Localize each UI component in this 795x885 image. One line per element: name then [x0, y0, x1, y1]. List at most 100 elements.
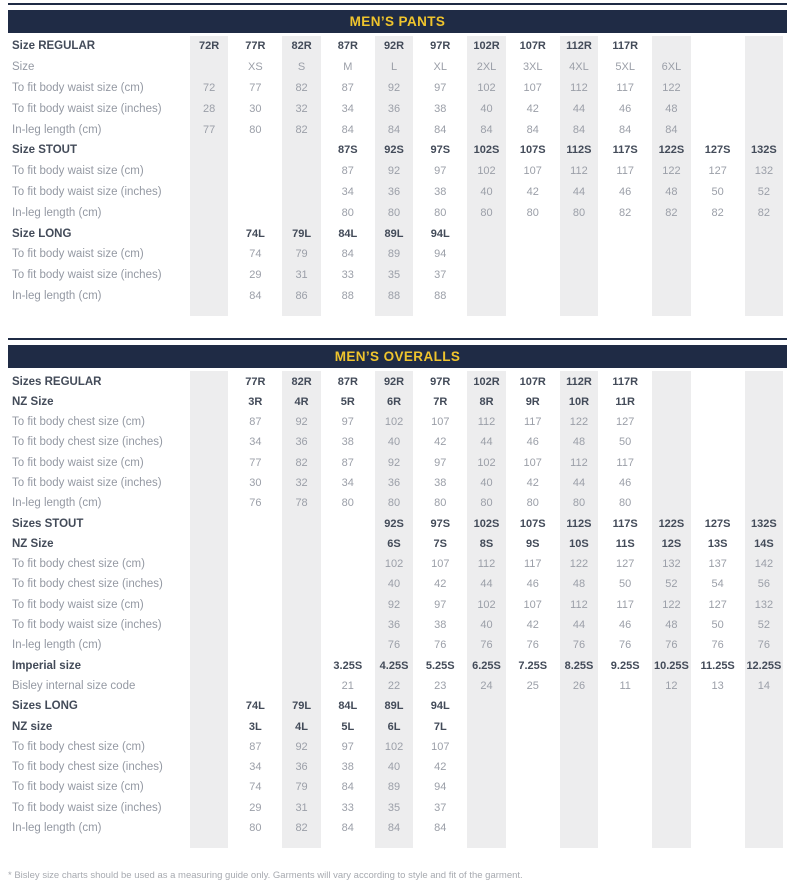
size-header-cell: 112S — [555, 513, 603, 534]
size-header-cell — [740, 696, 787, 717]
size-value-cell: 84 — [341, 822, 354, 835]
size-header-cell — [278, 655, 325, 676]
size-value-cell: 21 — [341, 679, 354, 692]
table-title-bar: MEN’S PANTS — [8, 10, 787, 33]
size-header-cell: 92R — [370, 371, 418, 392]
size-value-cell: 29 — [249, 801, 262, 814]
size-value-cell — [648, 432, 695, 453]
size-value-cell — [186, 202, 233, 224]
size-value-cell — [555, 757, 603, 778]
size-value-cell: 48 — [648, 181, 695, 203]
size-header-cell: 5R — [340, 395, 355, 408]
size-header-cell — [648, 36, 695, 57]
size-value-cell: 127 — [616, 558, 635, 571]
table-top-rule — [8, 3, 787, 5]
size-value-cell — [648, 777, 695, 798]
size-value-cell: 46 — [619, 185, 632, 198]
size-value-cell — [740, 119, 787, 140]
size-value-cell: 80 — [463, 202, 510, 224]
size-value-cell — [602, 286, 648, 307]
size-value-cell: 33 — [341, 801, 354, 814]
size-value-cell: 76 — [249, 497, 262, 510]
size-header-cell: 87S — [338, 144, 358, 157]
size-value-cell: 112 — [555, 594, 603, 615]
size-value-cell: 84 — [526, 123, 539, 136]
table-row: Size STOUT 87S 92S 97S 102S 107S 112S 117S 122S 1… — [8, 139, 787, 161]
size-header-cell — [740, 223, 787, 244]
table-row: NZ size 3L 4L 5L 6L 7L — [8, 716, 787, 737]
size-value-cell — [463, 817, 510, 839]
size-value-cell — [232, 676, 278, 696]
table-row: In-leg length (cm) 84 86 88 88 88 — [8, 285, 787, 307]
size-value-cell — [695, 98, 741, 119]
size-header-cell — [186, 223, 233, 244]
table-top-rule — [8, 338, 787, 341]
size-header-cell — [648, 223, 695, 244]
size-value-cell — [555, 285, 603, 307]
size-value-cell: 30 — [249, 102, 262, 115]
stripe-spacer-cell — [278, 306, 325, 317]
stripe-spacer-cell — [232, 838, 278, 848]
row-label: To fit body chest size (cm) — [12, 558, 145, 571]
size-value-cell: 84 — [370, 119, 418, 140]
size-header-cell — [232, 534, 278, 554]
size-header-cell — [510, 223, 556, 244]
size-value-cell — [740, 797, 787, 818]
size-value-cell: 89 — [370, 777, 418, 798]
size-value-cell — [510, 286, 556, 307]
size-value-cell — [740, 817, 787, 839]
row-label: To fit body waist size (inches) — [12, 185, 162, 198]
size-value-cell: 80 — [434, 206, 447, 219]
size-value-cell: 122 — [648, 160, 695, 182]
size-value-cell — [186, 181, 233, 203]
size-header-cell — [325, 534, 371, 554]
size-header-cell — [463, 716, 510, 737]
row-label: Sizes REGULAR — [12, 375, 102, 388]
size-value-cell: 88 — [434, 289, 447, 302]
size-value-cell — [555, 817, 603, 839]
size-value-cell: 42 — [434, 436, 447, 449]
size-value-cell — [648, 797, 695, 818]
size-value-cell: 82 — [278, 77, 325, 99]
size-value-cell — [186, 675, 233, 697]
mens-overalls-table: MEN’S OVERALLS Sizes REGULAR 77R 82R 87R 92R 9… — [8, 338, 787, 849]
size-value-cell: 24 — [463, 675, 510, 697]
size-value-cell: 94 — [434, 781, 447, 794]
size-header-cell — [602, 223, 648, 244]
size-value-cell: 76 — [463, 635, 510, 656]
table-row: Bisley internal size code 21 22 23 24 25 26 11 1… — [8, 675, 787, 697]
size-value-cell: 33 — [341, 269, 354, 282]
table-title: MEN’S PANTS — [349, 14, 446, 29]
size-value-cell: 38 — [434, 619, 447, 632]
size-value-cell — [602, 265, 648, 286]
size-value-cell: 97 — [434, 598, 447, 611]
size-value-cell: 42 — [526, 102, 539, 115]
size-value-cell: 34 — [341, 185, 354, 198]
size-value-cell: 6XL — [648, 56, 695, 78]
size-value-cell — [186, 56, 233, 78]
size-value-cell — [510, 244, 556, 265]
size-value-cell — [278, 635, 325, 656]
size-value-cell — [510, 757, 556, 777]
size-value-cell: 92 — [278, 411, 325, 433]
size-header-cell: 74L — [245, 700, 265, 713]
size-header-cell: 10R — [555, 391, 603, 412]
size-value-cell: 31 — [278, 797, 325, 818]
size-value-cell — [740, 98, 787, 120]
size-value-cell — [740, 432, 787, 453]
size-value-cell — [186, 411, 233, 433]
table-row: To fit body waist size (inches) 36 38 40 42 4… — [8, 614, 787, 636]
size-value-cell — [695, 493, 741, 513]
size-value-cell: 44 — [555, 614, 603, 636]
size-value-cell: 117 — [616, 598, 634, 611]
size-value-cell — [463, 264, 510, 286]
size-value-cell — [648, 411, 695, 433]
size-value-cell: 38 — [434, 476, 447, 489]
size-header-cell — [278, 533, 325, 555]
size-value-cell — [232, 161, 278, 182]
size-header-cell — [186, 655, 233, 676]
size-header-cell: 5L — [341, 720, 355, 733]
size-header-cell: 117S — [612, 517, 638, 530]
size-value-cell: 4XL — [555, 56, 603, 78]
